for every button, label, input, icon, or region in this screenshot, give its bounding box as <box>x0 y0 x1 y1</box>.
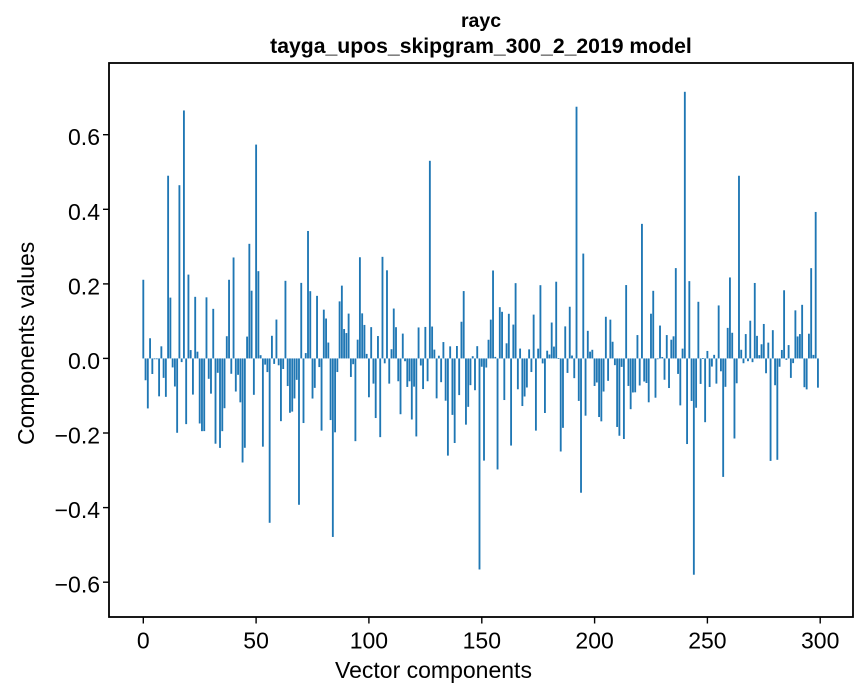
svg-text:250: 250 <box>688 628 726 654</box>
svg-text:0: 0 <box>137 628 150 654</box>
svg-text:0.0: 0.0 <box>68 348 100 374</box>
svg-text:300: 300 <box>801 628 839 654</box>
svg-text:−0.2: −0.2 <box>55 423 100 449</box>
svg-text:−0.4: −0.4 <box>55 497 101 523</box>
svg-text:0.6: 0.6 <box>68 124 100 150</box>
svg-text:−0.6: −0.6 <box>55 572 100 598</box>
svg-text:150: 150 <box>463 628 501 654</box>
svg-text:50: 50 <box>243 628 269 654</box>
svg-text:100: 100 <box>350 628 388 654</box>
svg-text:0.2: 0.2 <box>68 273 100 299</box>
svg-text:0.4: 0.4 <box>68 199 100 225</box>
svg-text:200: 200 <box>575 628 613 654</box>
